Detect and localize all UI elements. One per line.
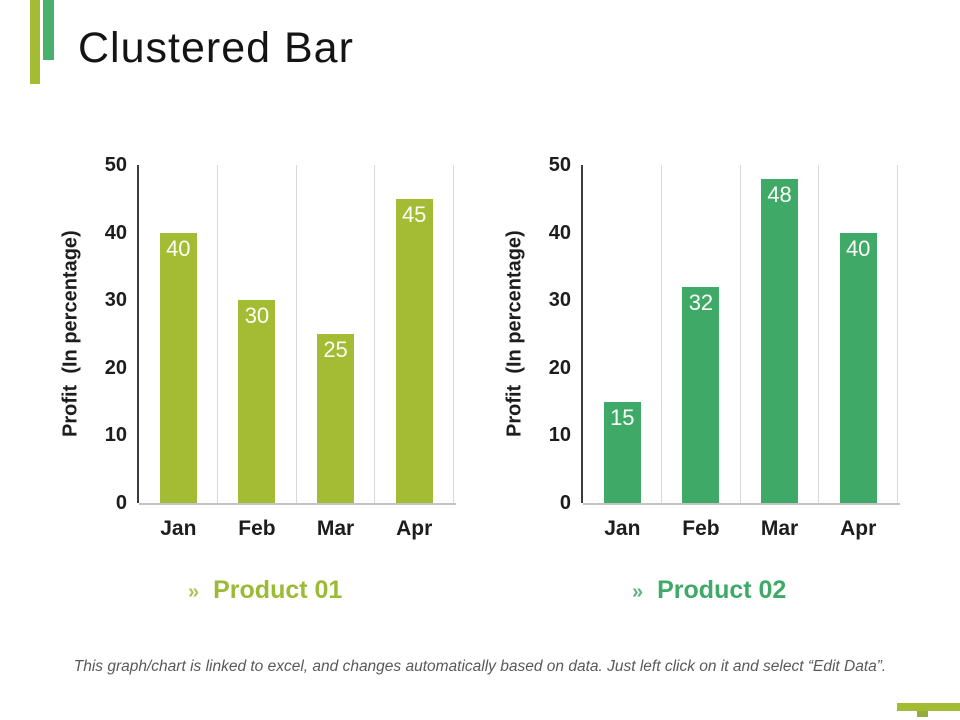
y-tick-label: 40 (104, 221, 127, 244)
chevron-icon: » (632, 581, 644, 603)
chevron-icon: » (188, 581, 200, 603)
bar-feb: 30 (238, 300, 276, 503)
bar-feb: 32 (682, 286, 720, 503)
bar-jan: 40 (159, 232, 197, 503)
x-axis-label-jan: Jan (160, 517, 197, 540)
product-02-label: » Product 02 (632, 576, 786, 605)
footer-note: This graph/chart is linked to excel, and… (73, 658, 887, 675)
y-axis-title: Profit (In percentage) (59, 230, 82, 438)
bar-value-label: 48 (767, 181, 792, 207)
chart-product-01[interactable]: Profit (In percentage) 0 10 20 30 40 50 40 Jan 30… (54, 150, 466, 550)
bar-value-label: 30 (244, 303, 270, 329)
y-tick-label: 30 (104, 289, 127, 312)
product-02-text: Product 02 (657, 576, 787, 604)
y-tick-label: 30 (548, 289, 571, 312)
y-tick-label: 50 (548, 154, 571, 176)
accent-bar-olive (30, 0, 40, 84)
x-axis-line (583, 503, 900, 505)
gridline (217, 165, 219, 503)
y-axis-line (581, 165, 583, 503)
x-axis-label-mar: Mar (316, 517, 355, 540)
bar-mar: 25 (317, 334, 355, 503)
x-axis-label-mar: Mar (760, 517, 799, 540)
gridline (897, 165, 898, 503)
bar-mar: 48 (761, 178, 799, 503)
x-axis-label-apr: Apr (840, 517, 877, 540)
bar-value-label: 25 (323, 337, 348, 362)
corner-accent-bar-green (917, 711, 928, 717)
gridline (453, 165, 454, 503)
bar-value-label: 15 (610, 404, 635, 430)
x-axis-label-feb: Feb (238, 517, 276, 540)
y-tick-label: 0 (559, 492, 571, 514)
corner-accent-bar-olive (897, 703, 960, 711)
product-01-text: Product 01 (213, 576, 343, 604)
y-tick-label: 10 (104, 424, 127, 447)
y-tick-label: 50 (104, 154, 127, 176)
x-axis-label-feb: Feb (682, 517, 720, 540)
y-tick-label: 20 (548, 356, 571, 379)
gridline (295, 165, 297, 503)
bar-apr: 45 (395, 198, 433, 503)
gridline (739, 165, 741, 503)
y-tick-label: 40 (548, 221, 571, 244)
page-title: Clustered Bar (78, 24, 354, 72)
y-axis-line (137, 165, 139, 503)
bar-apr: 40 (839, 232, 877, 503)
bar-value-label: 40 (845, 235, 871, 261)
bar-value-label: 40 (166, 235, 191, 261)
x-axis-label-apr: Apr (396, 517, 433, 540)
x-axis-line (139, 503, 456, 505)
gridline (661, 165, 663, 503)
y-tick-label: 20 (104, 356, 127, 379)
accent-bar-green (43, 0, 54, 60)
gridline (818, 165, 820, 503)
chart-product-02[interactable]: Profit (In percentage) 0 10 20 30 40 50 15 Jan 32… (498, 150, 910, 550)
bar-value-label: 32 (688, 289, 714, 315)
y-tick-label: 0 (115, 492, 127, 514)
gridline (374, 165, 376, 503)
x-axis-label-jan: Jan (604, 517, 641, 540)
bar-value-label: 45 (401, 201, 427, 227)
bar-jan: 15 (603, 401, 641, 503)
y-tick-label: 10 (548, 424, 571, 447)
product-01-label: » Product 01 (188, 576, 342, 605)
y-axis-title: Profit (In percentage) (503, 230, 526, 438)
